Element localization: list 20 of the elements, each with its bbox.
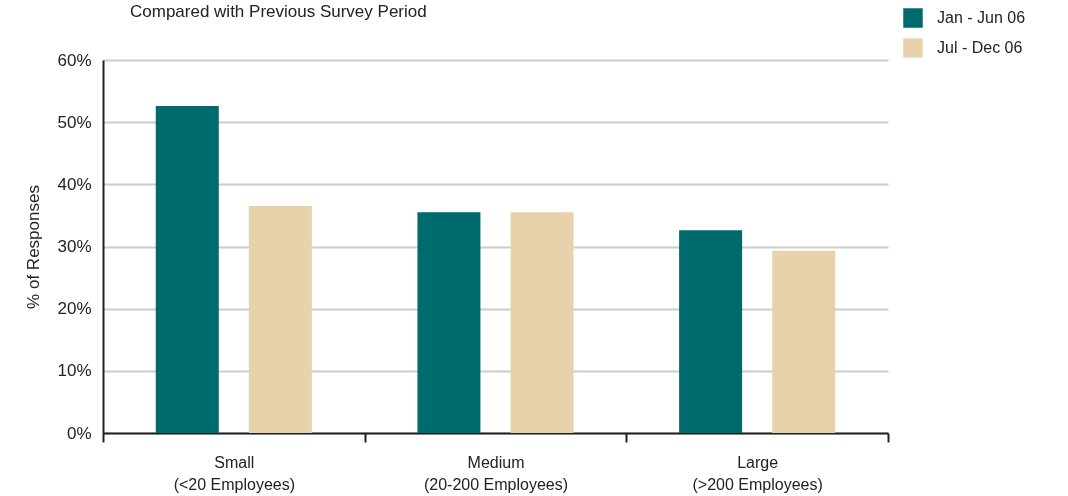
- bar: [679, 230, 743, 433]
- bar: [248, 206, 312, 433]
- y-tick-label: 60%: [57, 50, 92, 70]
- y-axis-title: % of Responses: [24, 185, 44, 309]
- y-tick-label: 50%: [57, 112, 92, 132]
- bar: [772, 250, 836, 433]
- legend-label: Jul - Dec 06: [937, 39, 1023, 56]
- bar: [155, 106, 219, 433]
- chart-title: Compared with Previous Survey Period: [130, 2, 427, 22]
- x-tick-label: Small (<20 Employees): [173, 453, 296, 493]
- y-tick-label: 20%: [57, 299, 92, 319]
- x-tick-label: Large (>200 Employees): [692, 453, 823, 493]
- y-tick-label: 40%: [57, 174, 92, 194]
- bar: [510, 212, 574, 433]
- bar: [417, 212, 481, 433]
- y-tick-label: 0%: [66, 423, 92, 443]
- x-tick-label: Medium (20-200 Employees): [423, 453, 569, 493]
- legend-label: Jan - Jun 06: [937, 9, 1026, 26]
- y-tick-label: 10%: [57, 361, 92, 381]
- y-tick-label: 30%: [57, 237, 92, 256]
